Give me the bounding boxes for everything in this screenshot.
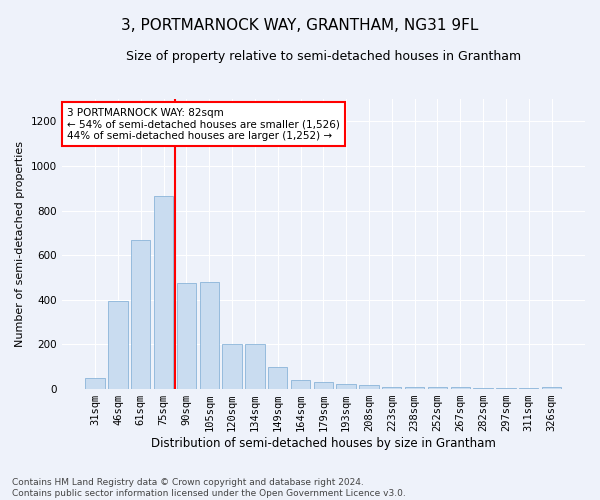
- Bar: [337, 384, 356, 389]
- Bar: [542, 387, 561, 389]
- Bar: [154, 196, 173, 389]
- Bar: [177, 283, 196, 389]
- Bar: [200, 282, 219, 389]
- Bar: [268, 367, 287, 389]
- Title: Size of property relative to semi-detached houses in Grantham: Size of property relative to semi-detach…: [126, 50, 521, 63]
- Bar: [291, 380, 310, 389]
- Text: 3, PORTMARNOCK WAY, GRANTHAM, NG31 9FL: 3, PORTMARNOCK WAY, GRANTHAM, NG31 9FL: [121, 18, 479, 32]
- Bar: [496, 388, 515, 389]
- Bar: [473, 388, 493, 389]
- Y-axis label: Number of semi-detached properties: Number of semi-detached properties: [15, 141, 25, 347]
- Bar: [223, 344, 242, 389]
- Bar: [428, 387, 447, 389]
- Bar: [314, 382, 333, 389]
- X-axis label: Distribution of semi-detached houses by size in Grantham: Distribution of semi-detached houses by …: [151, 437, 496, 450]
- Text: 3 PORTMARNOCK WAY: 82sqm
← 54% of semi-detached houses are smaller (1,526)
44% o: 3 PORTMARNOCK WAY: 82sqm ← 54% of semi-d…: [67, 108, 340, 141]
- Text: Contains HM Land Registry data © Crown copyright and database right 2024.
Contai: Contains HM Land Registry data © Crown c…: [12, 478, 406, 498]
- Bar: [519, 388, 538, 389]
- Bar: [131, 240, 151, 389]
- Bar: [85, 378, 105, 389]
- Bar: [405, 387, 424, 389]
- Bar: [359, 384, 379, 389]
- Bar: [245, 344, 265, 389]
- Bar: [451, 387, 470, 389]
- Bar: [382, 387, 401, 389]
- Bar: [108, 301, 128, 389]
